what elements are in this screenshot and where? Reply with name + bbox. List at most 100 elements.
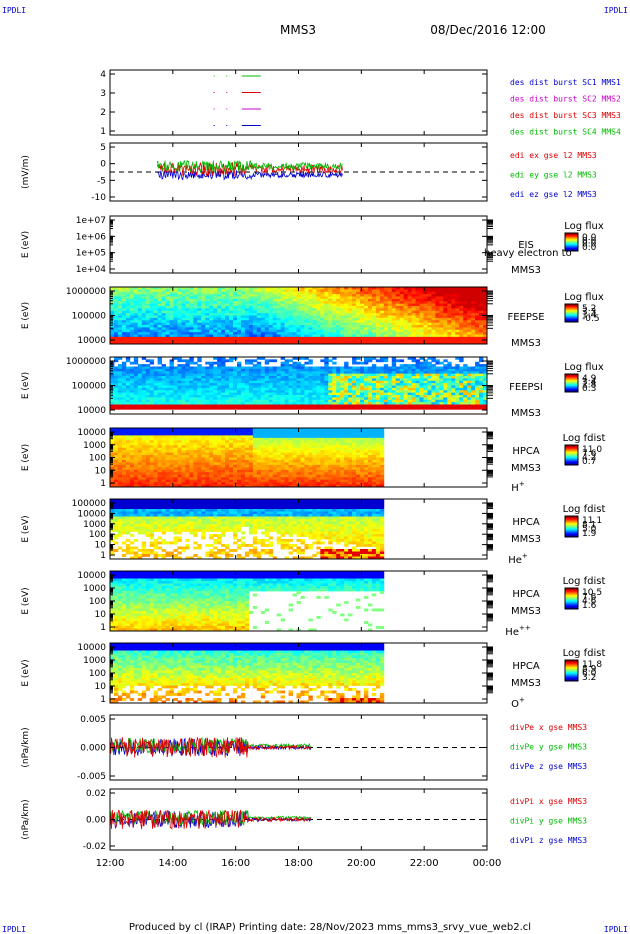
spectrogram-cell bbox=[209, 287, 214, 290]
spectrogram-cell bbox=[411, 378, 416, 382]
spectrogram-cell bbox=[280, 317, 286, 321]
spectrogram-cell bbox=[304, 287, 309, 290]
spectrogram-cell bbox=[217, 406, 222, 410]
spectrogram-cell bbox=[125, 464, 131, 468]
spectrogram-cell bbox=[459, 376, 464, 379]
spectrogram-cell bbox=[407, 336, 412, 340]
spectrogram-cell bbox=[415, 383, 420, 386]
spectrogram-cell bbox=[352, 306, 357, 309]
spectrogram-cell bbox=[197, 378, 202, 382]
spectrogram-cell bbox=[371, 368, 377, 372]
spectrogram-cell bbox=[356, 294, 361, 297]
spectrogram-cell bbox=[391, 291, 397, 295]
spectrogram-cell bbox=[459, 368, 464, 372]
spectrogram-cell bbox=[483, 336, 488, 340]
spectrogram-cell bbox=[173, 452, 178, 456]
spectrogram-cell bbox=[248, 306, 254, 309]
spectrogram-cell bbox=[411, 296, 416, 300]
spectrogram-cell bbox=[367, 294, 373, 297]
spectrogram-cell bbox=[407, 341, 412, 345]
spectrogram-cell bbox=[336, 308, 341, 312]
spectrogram-cell bbox=[217, 303, 222, 307]
spectrogram-cell bbox=[348, 332, 353, 335]
spectrogram-cell bbox=[431, 364, 436, 367]
spectrogram-cell bbox=[371, 341, 377, 345]
spectrogram-cell bbox=[149, 320, 155, 324]
spectrogram-cell bbox=[300, 364, 305, 367]
spectrogram-cell bbox=[383, 395, 389, 398]
spectrogram-cell bbox=[161, 447, 166, 451]
spectrogram-cell bbox=[360, 341, 365, 345]
spectrogram-cell bbox=[383, 339, 389, 343]
spectrogram-cell bbox=[451, 291, 456, 295]
spectrogram-cell bbox=[447, 368, 452, 372]
spectrogram-cell bbox=[407, 306, 412, 309]
spectrogram-cell bbox=[443, 289, 448, 293]
spectrogram-cell bbox=[363, 376, 369, 379]
spectrogram-cell bbox=[439, 315, 444, 319]
spectrogram-cell bbox=[387, 376, 393, 379]
burst-dot bbox=[226, 108, 228, 110]
spectrogram-cell bbox=[479, 294, 484, 297]
spectrogram-cell bbox=[375, 404, 381, 408]
spectrogram-cell bbox=[399, 385, 405, 389]
spectrogram-cell bbox=[157, 484, 162, 488]
spectrogram-cell bbox=[435, 301, 440, 305]
spectrogram-cell bbox=[459, 404, 464, 408]
spectrogram-cell bbox=[360, 306, 365, 309]
spectrogram-cell bbox=[344, 376, 349, 379]
spectrogram-cell bbox=[149, 455, 155, 458]
spectrogram-cell bbox=[165, 332, 170, 335]
y-tick-label: 100000 bbox=[72, 312, 107, 322]
y-axis-label: E (eV) bbox=[21, 302, 31, 329]
spectrogram-cell bbox=[133, 366, 139, 370]
spectrogram-cell bbox=[233, 406, 238, 410]
spectrogram-cell bbox=[137, 327, 143, 331]
spectrogram-cell bbox=[447, 303, 452, 307]
spectrogram-cell bbox=[133, 437, 139, 441]
spectrogram-cell bbox=[217, 320, 222, 324]
spectrogram-cell bbox=[272, 390, 278, 394]
spectrogram-cell bbox=[292, 306, 297, 309]
spectrogram-cell bbox=[411, 334, 416, 338]
spectrogram-cell bbox=[483, 310, 488, 314]
spectrogram-cell bbox=[352, 291, 357, 295]
spectrogram-cell bbox=[463, 378, 468, 382]
spectrogram-cell bbox=[483, 320, 488, 324]
spectrogram-cell bbox=[467, 336, 472, 340]
spectrogram-cell bbox=[276, 289, 282, 293]
spectrogram-cell bbox=[379, 390, 385, 394]
spectrogram-cell bbox=[280, 301, 286, 305]
spectrogram-cell bbox=[363, 373, 369, 377]
spectrogram-cell bbox=[268, 313, 274, 316]
spectrogram-cell bbox=[292, 406, 297, 410]
spectrogram-cell bbox=[427, 404, 432, 408]
spectrogram-cell bbox=[483, 383, 488, 386]
spectrogram-cell bbox=[415, 376, 420, 379]
spectrogram-cell bbox=[248, 334, 254, 338]
spectrogram-cell bbox=[439, 301, 444, 305]
spectrogram-cell bbox=[272, 315, 278, 319]
spectrogram-cell bbox=[363, 383, 369, 386]
spectrogram-cell bbox=[173, 329, 178, 333]
spectrogram-cell bbox=[205, 368, 210, 372]
spectrogram-cell bbox=[332, 385, 337, 389]
spectrogram-cell bbox=[153, 339, 159, 343]
spectrogram-cell bbox=[483, 373, 488, 377]
spectrogram-cell bbox=[284, 336, 289, 340]
spectrogram-cell bbox=[233, 303, 238, 307]
spectrogram-cell bbox=[296, 376, 301, 379]
spectrogram-cell bbox=[169, 477, 174, 481]
spectrogram-cell bbox=[276, 390, 282, 394]
spectrogram-cell bbox=[375, 315, 381, 319]
spectrogram-cell bbox=[244, 329, 250, 333]
spectrogram-cell bbox=[177, 373, 182, 377]
spectrogram-cell bbox=[217, 380, 222, 384]
spectrogram-cell bbox=[141, 482, 147, 485]
spectrogram-cell bbox=[113, 306, 119, 309]
colorbar-step bbox=[565, 238, 578, 240]
spectrogram-cell bbox=[367, 406, 373, 410]
spectrogram-cell bbox=[221, 301, 226, 305]
spectrogram-cell bbox=[296, 368, 301, 372]
spectrogram-cell bbox=[133, 376, 139, 379]
